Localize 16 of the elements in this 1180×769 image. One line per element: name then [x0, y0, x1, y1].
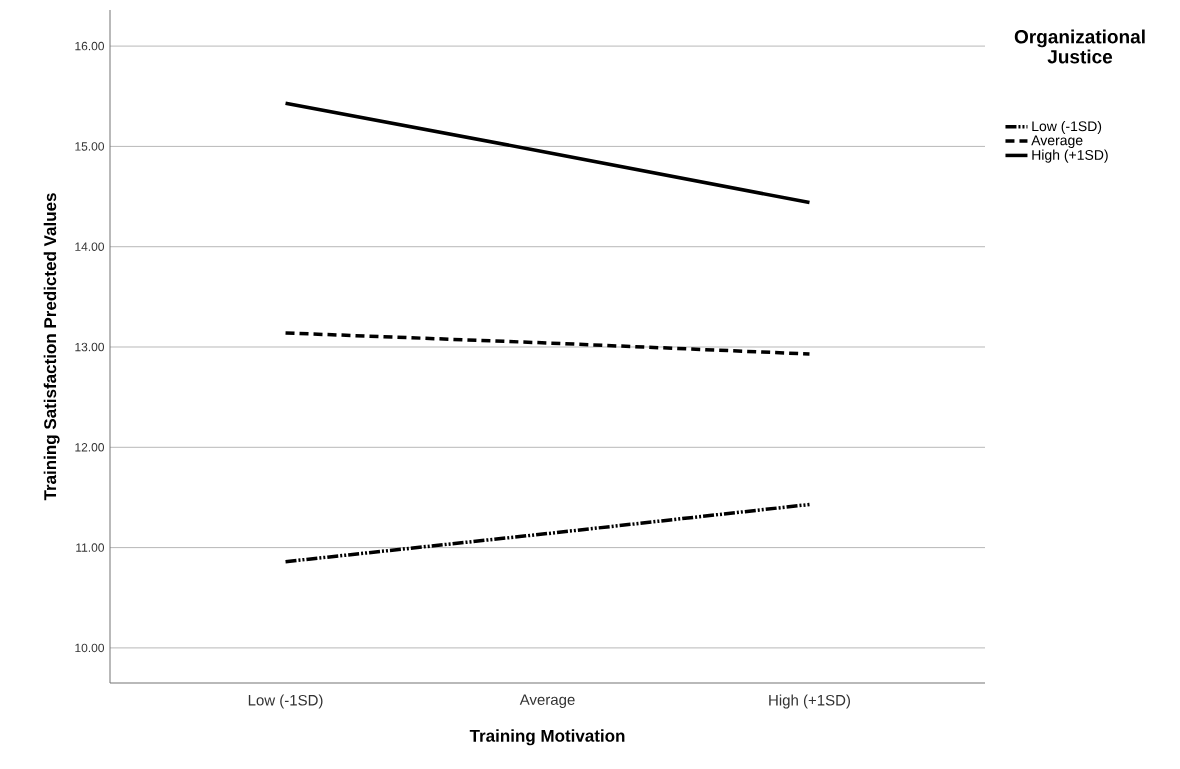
x-axis-title: Training Motivation	[469, 729, 625, 746]
y-tick-label: 12.00	[75, 443, 105, 452]
x-tick-label: Average	[519, 694, 575, 708]
x-tick-label: Low (-1SD)	[248, 694, 323, 709]
y-axis-title: Training Satisfaction Predicted Values	[43, 193, 60, 501]
y-tick-label: 14.00	[75, 242, 105, 251]
y-tick-label: 13.00	[75, 342, 105, 352]
legend-label: Low (-1SD)	[1032, 120, 1102, 134]
legend-label: Average	[1031, 135, 1083, 149]
x-tick-label: High (+1SD)	[769, 694, 850, 709]
y-tick-label: 15.00	[75, 142, 105, 151]
y-tick-label: 16.00	[75, 41, 105, 51]
y-tick-label: 10.00	[75, 643, 105, 653]
legend-label: High (+1SD)	[1032, 149, 1108, 163]
y-tick-label: 11.00	[76, 543, 105, 552]
legend-title: Organizational Justice	[1014, 29, 1145, 64]
